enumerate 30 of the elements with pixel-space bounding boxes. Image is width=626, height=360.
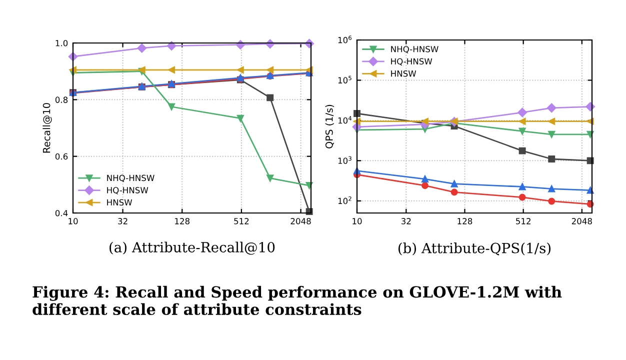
legend-label: NHQ-HNSW (107, 174, 154, 182)
legend-label: HQ-HNSW (107, 187, 148, 194)
legend-label: HNSW (391, 70, 416, 77)
y-tick-label: 10$^{5}$ (338, 76, 352, 84)
y-tick-label: 0.6 (55, 153, 68, 160)
x-tick-label: 32 (118, 218, 128, 224)
y-tick-label: 1.0 (56, 40, 68, 46)
y-tick-label: 10$^{4}$ (338, 116, 352, 124)
text: (a) Attribute-Recall@10 (110, 242, 275, 255)
y-tick-label: 10$^{6}$ (338, 36, 352, 44)
y-tick-label: 10$^{3}$ (338, 156, 352, 164)
x-tick-label: 512 (516, 218, 530, 224)
y-axis-title: Recall@10 (42, 103, 52, 153)
legend-label: HQ-HNSW (391, 58, 432, 66)
x-tick-label: 128 (458, 218, 472, 224)
caption: Figure 4: Recall and Speed performance on GLOVE-1.2M with different scale of attribute constraints (32, 286, 562, 316)
x-tick-label: 10 (352, 218, 362, 224)
x-tick-label: 512 (234, 218, 249, 224)
x-tick-label: 32 (401, 218, 411, 224)
x-tick-label: 10 (68, 218, 78, 224)
legend-label: HNSW (107, 199, 132, 206)
x-tick-label: 2048 (572, 218, 592, 224)
legend-label: NHQ-HNSW (391, 46, 438, 54)
y-axis-title: QPS (1/s) (325, 104, 334, 148)
x-tick-label: 2048 (290, 218, 311, 224)
text: (b) Attribute-QPS(1/s) (398, 242, 551, 256)
y-tick-label: 0.4 (55, 210, 68, 216)
y-tick-label: 10$^{2}$ (338, 196, 352, 204)
y-tick-label: 0.8 (55, 96, 68, 103)
x-tick-label: 128 (175, 218, 190, 224)
